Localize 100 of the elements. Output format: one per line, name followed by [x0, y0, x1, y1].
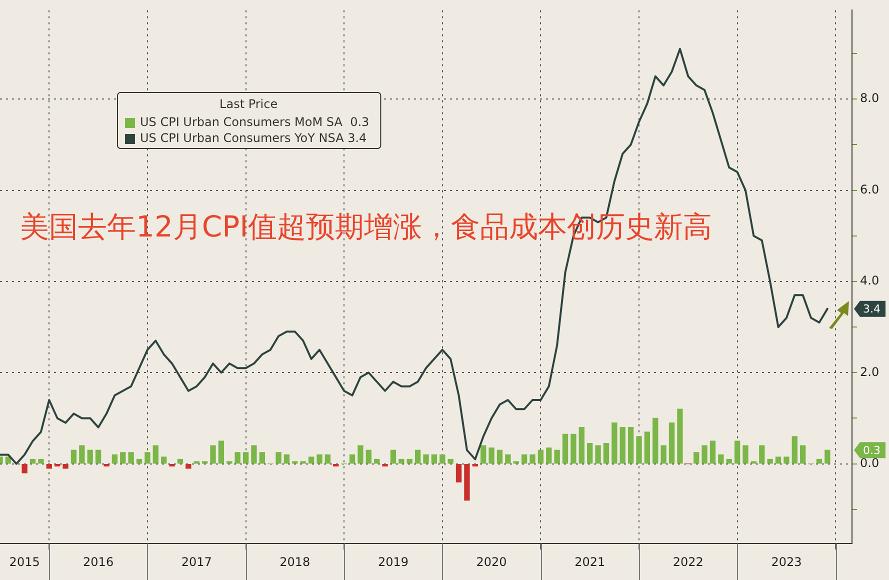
bar [234, 452, 240, 464]
bar [742, 445, 748, 464]
bar [792, 436, 798, 464]
bar [496, 450, 503, 464]
text: 3.4 [863, 302, 880, 316]
y-tick-label: 2.0 [860, 364, 880, 379]
bar [390, 450, 396, 464]
bar [186, 464, 192, 469]
x-tick-label: 2016 [83, 554, 114, 569]
bar [464, 464, 470, 501]
text: 0.3 [863, 444, 880, 457]
x-tick-label: 2021 [574, 554, 606, 569]
bar [218, 440, 224, 464]
bar [456, 464, 462, 482]
bar [128, 452, 134, 464]
y-tick-label: 0.0 [860, 456, 880, 470]
bar [726, 458, 732, 464]
x-tick-label: 2015 [9, 554, 40, 569]
x-tick-label: 2017 [181, 554, 212, 569]
bar [448, 458, 454, 464]
bar [382, 464, 388, 466]
x-tick-label: 2018 [280, 554, 310, 569]
bar [366, 450, 372, 464]
bar [644, 432, 650, 464]
bar [406, 458, 412, 464]
bar [120, 452, 126, 464]
bar [144, 452, 150, 464]
bar [242, 452, 249, 464]
bar [660, 445, 666, 464]
bar [202, 461, 208, 464]
bar [414, 450, 421, 464]
bar [668, 422, 675, 464]
bar [694, 452, 700, 464]
bar [620, 427, 626, 464]
bar [259, 452, 265, 464]
bar [530, 454, 536, 464]
bar [513, 461, 519, 464]
bar [816, 458, 822, 464]
legend-label: US CPI Urban Consumers MoM SA 0.3 [140, 115, 370, 130]
bar [480, 445, 486, 464]
bar [718, 454, 724, 464]
y-tick-label: 8.0 [860, 91, 880, 106]
bar [710, 440, 716, 464]
bar [488, 448, 494, 464]
bar [612, 422, 618, 464]
bar [570, 434, 576, 464]
bar [546, 448, 552, 464]
bar [161, 456, 167, 464]
bar [333, 464, 339, 466]
bar [87, 450, 93, 464]
bar [136, 458, 142, 464]
bar [603, 442, 610, 464]
bar [194, 461, 200, 464]
bar [22, 464, 28, 474]
bar [374, 458, 380, 464]
bar [775, 456, 782, 464]
bar [440, 454, 446, 464]
bar [750, 461, 757, 464]
y-tick-label: 6.0 [860, 182, 880, 196]
bar [628, 427, 634, 464]
bar [316, 454, 322, 464]
x-tick-label: 2022 [672, 554, 704, 569]
bar [152, 445, 158, 464]
bar [276, 452, 282, 464]
bar [824, 450, 830, 464]
bar [505, 454, 511, 464]
bar [308, 456, 314, 464]
bar [300, 461, 306, 464]
bar [538, 450, 544, 464]
bar [423, 454, 429, 464]
bar [562, 434, 568, 464]
y-tick-label: 4.0 [860, 274, 880, 288]
bar [251, 445, 257, 464]
bar [784, 456, 790, 464]
bar [54, 464, 60, 466]
x-tick-label: 2023 [771, 554, 802, 569]
bar [38, 458, 44, 464]
bar [112, 454, 118, 464]
x-tick-label: 2020 [476, 554, 507, 569]
bar [431, 454, 438, 464]
bar [169, 464, 175, 466]
bar [104, 464, 110, 466]
bar [284, 454, 290, 464]
bar [652, 418, 658, 464]
x-tick-label: 2019 [378, 554, 409, 569]
bar [177, 458, 184, 464]
bar [398, 458, 404, 464]
bar [587, 442, 593, 464]
bar [292, 461, 298, 464]
bar [595, 445, 601, 464]
bar [636, 436, 642, 464]
bar [677, 408, 683, 464]
bar [554, 450, 560, 464]
bar [226, 461, 232, 464]
bar [767, 458, 773, 464]
legend-title: Last Price [220, 97, 278, 112]
bar [521, 454, 528, 464]
bar [349, 454, 356, 464]
bar [62, 464, 68, 469]
legend-label: US CPI Urban Consumers YoY NSA 3.4 [140, 131, 367, 146]
